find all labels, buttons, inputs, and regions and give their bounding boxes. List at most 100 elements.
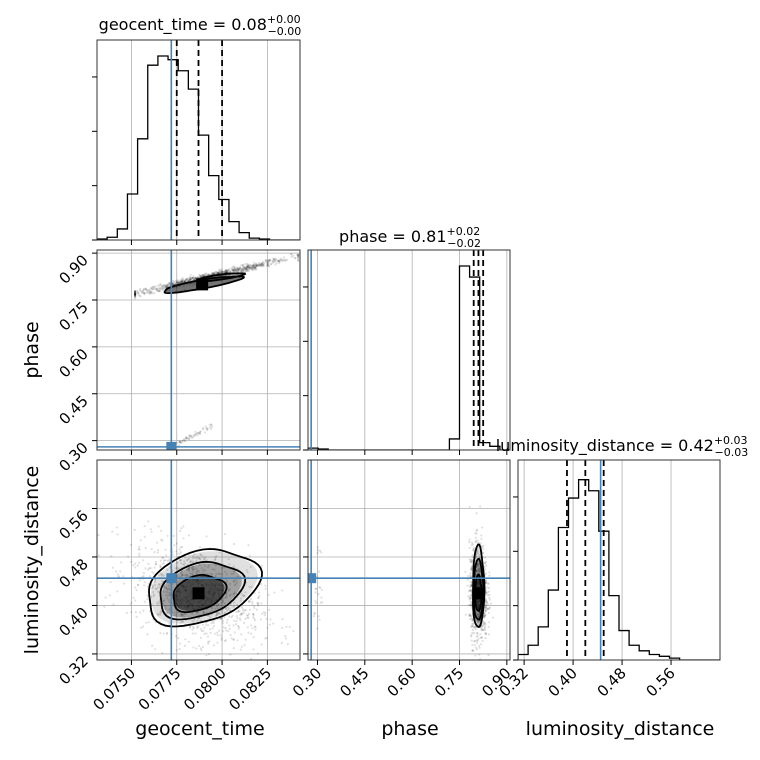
sample-point [470,590,473,593]
sample-point [478,567,481,570]
sample-point [224,596,227,599]
sample-point [312,615,315,618]
sample-point [225,594,228,597]
axes-frame [517,459,721,661]
sample-point [469,604,472,607]
sample-point [211,607,214,610]
sample-point [281,626,284,630]
sample-point [224,269,227,272]
sample-point [234,267,237,271]
sample-point [254,263,257,266]
sample-point [314,587,317,591]
sample-point [267,261,270,264]
sample-point [162,600,165,603]
grid-lines [97,460,300,660]
sample-point [260,265,263,268]
sample-point [153,292,156,295]
sample-point [141,291,144,294]
sample-point [250,266,254,269]
sample-point [253,267,256,270]
sample-point [228,274,231,277]
sample-point [286,258,289,262]
sample-point [116,573,119,576]
sample-point [275,259,278,262]
sample-point [235,610,238,614]
panel-hist-phase [303,249,511,455]
sample-point [247,263,250,266]
sample-point [127,555,130,558]
sample-point [232,638,235,641]
sample-point [234,268,237,271]
sample-point [203,632,206,635]
sample-point [205,272,208,275]
sample-point [243,609,246,612]
sample-point [134,290,137,293]
sample-point [220,617,223,620]
sample-point [476,621,480,624]
sample-point [230,637,233,640]
sample-point [182,537,185,540]
sample-point [482,551,485,555]
sample-point [178,280,181,283]
sample-point [223,602,226,605]
sample-point [247,265,250,268]
sample-point [164,285,167,288]
sample-point [261,260,264,263]
sample-point [233,591,237,594]
sample-point [230,572,233,575]
sample-point [250,264,253,267]
sample-point [471,628,474,632]
sample-point [149,292,152,295]
sample-point [485,604,488,607]
sample-point [207,614,210,618]
sample-point [134,290,137,293]
sample-point [207,624,210,627]
sample-point [179,280,182,283]
sample-point [469,573,472,576]
sample-point [211,627,214,630]
sample-point [155,588,158,591]
sample-point [174,567,177,570]
sample-point [479,542,482,545]
sample-point [471,618,474,621]
sample-point [237,268,240,271]
sample-point [249,597,253,601]
sample-point [235,620,238,623]
sample-point [297,253,300,257]
sample-point [470,575,473,578]
sample-point [260,564,264,567]
sample-point [264,587,267,590]
sample-point [245,269,249,272]
sample-point [267,265,271,268]
sample-point [273,260,276,263]
sample-point [251,627,254,630]
sample-point [282,256,285,259]
sample-point [172,279,175,282]
sample-point [257,604,260,607]
sample-point [250,657,253,660]
sample-point [191,568,194,571]
sample-point [177,281,180,284]
sample-point [284,635,287,638]
sample-point [478,613,481,616]
sample-point [297,255,300,258]
sample-point [211,425,214,428]
panel-content [518,460,720,660]
sample-point [224,270,227,274]
sample-point [244,266,247,269]
sample-point [97,554,100,557]
sample-point [476,563,479,567]
sample-point [219,617,222,620]
sample-point [253,607,256,610]
sample-point [237,610,240,613]
sample-point [242,621,246,625]
sample-point [163,287,166,290]
sample-point [234,270,237,273]
sample-point [297,260,300,263]
sample-point [198,432,202,435]
sample-point [487,603,490,606]
sample-point [233,570,236,574]
sample-point [181,574,184,577]
sample-point [226,609,229,612]
title-upper-error: +0.03 [714,434,748,447]
